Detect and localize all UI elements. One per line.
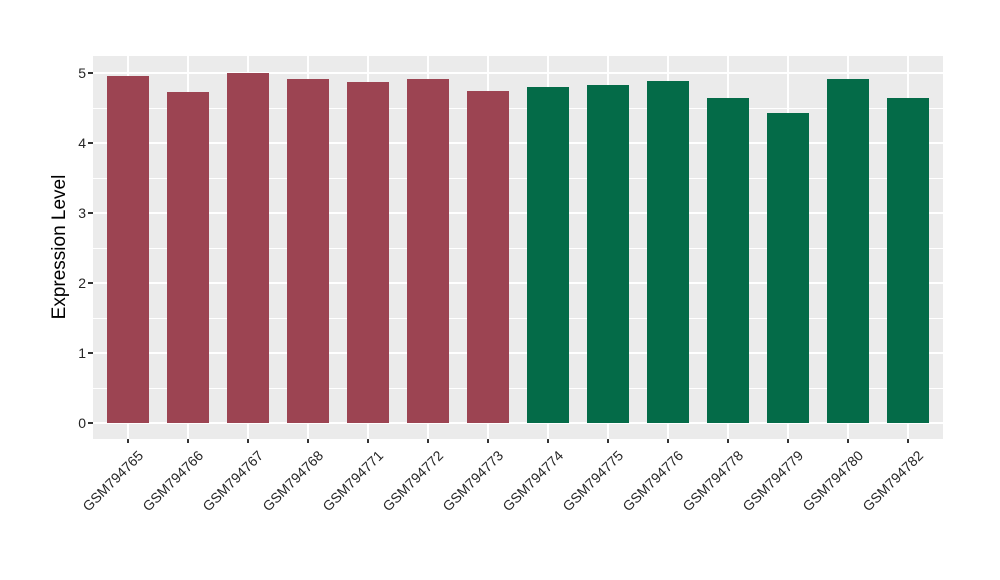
x-tick-label: GSM794776 <box>619 447 687 515</box>
bar-GSM794782 <box>887 98 929 423</box>
x-tick-mark <box>607 439 609 443</box>
y-tick-mark <box>88 422 93 424</box>
y-tick-mark <box>88 352 93 354</box>
x-tick-label: GSM794774 <box>499 447 567 515</box>
x-tick-label: GSM794782 <box>859 447 927 515</box>
bar-GSM794778 <box>707 98 749 423</box>
x-tick-mark <box>427 439 429 443</box>
y-tick-label: 1 <box>78 345 86 361</box>
x-tick-mark <box>187 439 189 443</box>
y-tick-label: 4 <box>78 135 86 151</box>
x-tick-mark <box>247 439 249 443</box>
x-tick-mark <box>787 439 789 443</box>
major-gridline-h <box>93 282 943 284</box>
x-tick-mark <box>547 439 549 443</box>
bar-GSM794776 <box>647 80 689 423</box>
major-gridline-h <box>93 352 943 354</box>
y-tick-mark <box>88 142 93 144</box>
x-tick-label: GSM794775 <box>559 447 627 515</box>
bar-GSM794765 <box>107 75 149 423</box>
major-gridline-h <box>93 142 943 144</box>
bar-GSM794766 <box>167 91 209 423</box>
x-tick-mark <box>487 439 489 443</box>
x-tick-label: GSM794779 <box>739 447 807 515</box>
x-tick-label: GSM794780 <box>799 447 867 515</box>
y-tick-mark <box>88 282 93 284</box>
bar-GSM794780 <box>827 79 869 423</box>
bar-GSM794779 <box>767 112 809 423</box>
y-tick-label: 2 <box>78 275 86 291</box>
y-tick-label: 0 <box>78 415 86 431</box>
y-tick-mark <box>88 212 93 214</box>
bar-GSM794773 <box>467 90 509 423</box>
minor-gridline-h <box>93 318 943 319</box>
bar-GSM794775 <box>587 84 629 423</box>
minor-gridline-h <box>93 248 943 249</box>
x-tick-label: GSM794768 <box>259 447 327 515</box>
bar-GSM794772 <box>407 79 449 423</box>
x-tick-label: GSM794778 <box>679 447 747 515</box>
minor-gridline-h <box>93 108 943 109</box>
major-gridline-h <box>93 422 943 424</box>
major-gridline-h <box>93 72 943 74</box>
y-tick-mark <box>88 72 93 74</box>
x-tick-mark <box>727 439 729 443</box>
x-tick-mark <box>847 439 849 443</box>
bar-GSM794774 <box>527 87 569 423</box>
x-tick-label: GSM794766 <box>139 447 207 515</box>
x-tick-label: GSM794765 <box>79 447 147 515</box>
x-tick-mark <box>127 439 129 443</box>
x-tick-mark <box>667 439 669 443</box>
bar-GSM794767 <box>227 73 269 423</box>
plot-panel <box>93 56 943 439</box>
x-tick-mark <box>367 439 369 443</box>
x-tick-label: GSM794773 <box>439 447 507 515</box>
x-tick-label: GSM794772 <box>379 447 447 515</box>
y-tick-label: 5 <box>78 65 86 81</box>
x-tick-mark <box>907 439 909 443</box>
minor-gridline-h <box>93 388 943 389</box>
x-tick-label: GSM794767 <box>199 447 267 515</box>
bar-GSM794768 <box>287 79 329 423</box>
minor-gridline-h <box>93 178 943 179</box>
bar-GSM794771 <box>347 82 389 423</box>
x-tick-mark <box>307 439 309 443</box>
x-tick-label: GSM794771 <box>319 447 387 515</box>
y-axis-title: Expression Level <box>49 174 70 320</box>
major-gridline-h <box>93 212 943 214</box>
y-tick-label: 3 <box>78 205 86 221</box>
